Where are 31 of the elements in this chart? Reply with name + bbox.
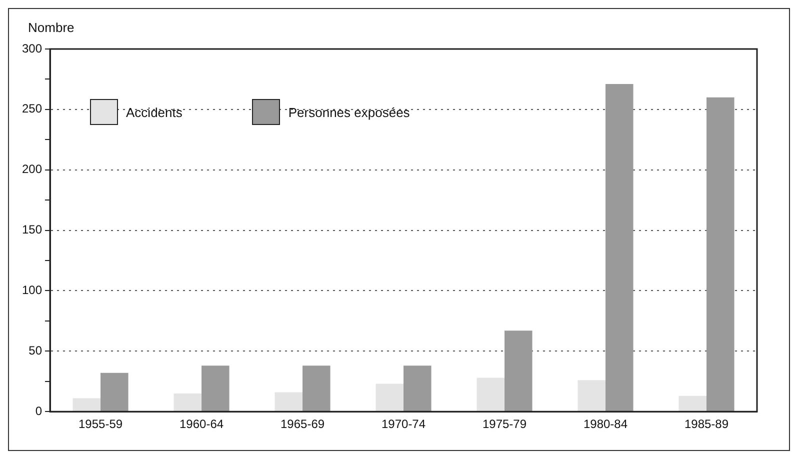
bar [606,84,634,412]
y-tick-label: 300 [22,41,42,56]
bar [174,393,202,412]
bar [274,392,303,412]
bar [100,372,128,412]
bar [72,398,101,412]
x-tick-label: 1985-89 [684,417,729,432]
bar [302,366,330,412]
bar [578,380,606,412]
legend-label: Personnes exposées [288,104,410,120]
y-tick-label: 0 [35,404,42,418]
y-tick-label: 100 [22,283,42,298]
x-tick-label: 1965-69 [280,417,325,432]
bar [504,330,532,412]
bar [202,366,230,412]
bar [404,366,432,412]
y-tick-label: 50 [28,343,42,358]
x-tick-label: 1955-59 [78,417,123,432]
y-tick-label: 200 [22,162,42,176]
x-tick-label: 1970-74 [381,417,426,432]
x-tick-label: 1960-64 [179,417,224,432]
y-axis-title: Nombre [28,20,74,36]
x-tick-label: 1980-84 [583,417,628,432]
y-tick-label: 150 [22,222,42,237]
bar [476,378,505,412]
legend-label: Accidents [126,104,182,120]
bar [706,97,734,412]
bar [678,396,706,412]
x-tick-label: 1975-79 [482,417,527,432]
y-tick-label: 250 [22,102,42,116]
bar [376,384,404,412]
